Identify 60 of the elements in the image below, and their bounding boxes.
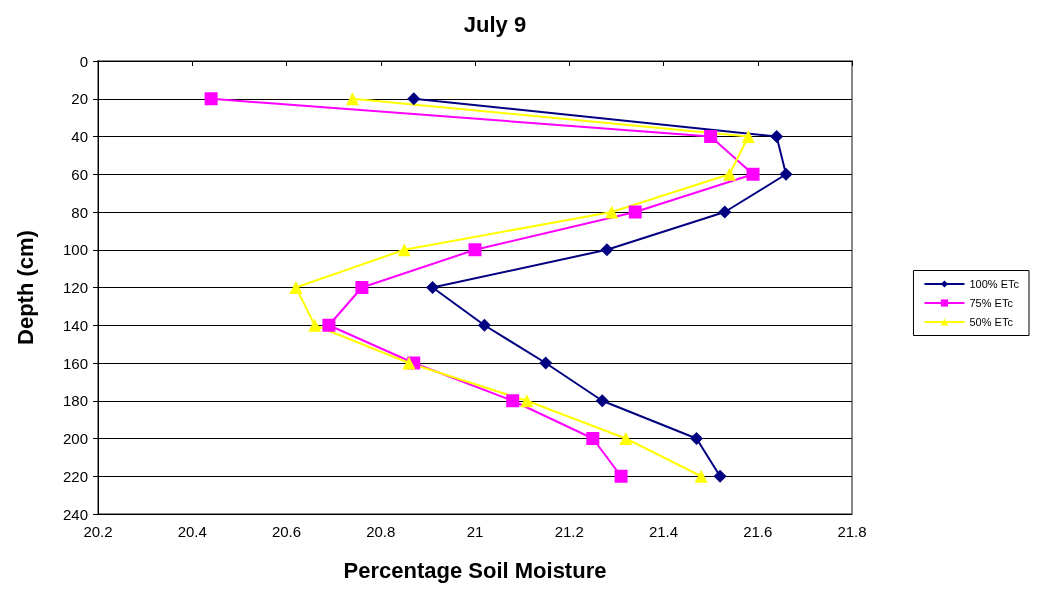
point [614,469,628,483]
point [586,432,600,445]
point [718,205,732,219]
point [770,130,784,143]
point [779,167,793,181]
x-tick-label: 21.2 [554,523,584,540]
y-tick-label: 40 [71,128,88,145]
point [600,243,614,257]
x-tick-label: 20.8 [366,523,396,540]
y-tick-label: 140 [62,316,88,334]
point [322,318,336,332]
point [468,243,482,257]
x-tick-label: 20.6 [271,523,302,540]
point [308,318,322,332]
point [407,92,421,106]
x-tick-label: 20.2 [83,523,113,540]
x-axis-title: Percentage Soil Moisture [343,557,607,583]
x-tick-label: 21.8 [837,523,867,540]
point [539,356,553,370]
point [345,92,359,106]
x-tick-label: 20.4 [177,523,207,540]
y-tick-label: 160 [62,354,88,372]
point [704,130,718,143]
point [397,243,411,257]
point [355,281,369,294]
legend-label: 100% ETc [969,278,1020,290]
point [689,432,703,445]
x-tick-label: 21.4 [648,523,679,540]
y-tick-label: 200 [62,430,88,447]
point [628,205,642,219]
y-tick-label: 100 [62,241,88,259]
y-tick-label: 20 [71,90,88,108]
point [477,318,491,332]
point [289,281,303,294]
chart-title: July 9 [463,11,527,37]
point [402,356,416,370]
y-tick-label: 120 [62,279,88,296]
point [595,394,609,408]
y-tick-label: 180 [62,392,88,410]
point [741,130,755,143]
point [722,167,736,181]
point [204,92,218,106]
point [713,469,727,483]
y-tick-label: 80 [71,203,88,221]
point [605,205,619,219]
y-tick-label: 220 [62,467,88,485]
point [746,167,760,181]
y-tick-label: 60 [71,165,88,183]
y-axis-title: Depth (cm) [12,230,38,345]
x-tick-label: 21.6 [743,523,773,540]
x-tick-label: 21 [466,523,484,540]
point [694,469,708,483]
point [506,394,520,408]
legend-label: 75% ETc [969,297,1014,309]
point [619,432,633,445]
point [426,281,440,294]
y-tick-label: 240 [62,505,88,523]
point [520,394,534,408]
y-tick-label: 0 [79,52,88,70]
legend-label: 50% ETc [969,316,1014,328]
